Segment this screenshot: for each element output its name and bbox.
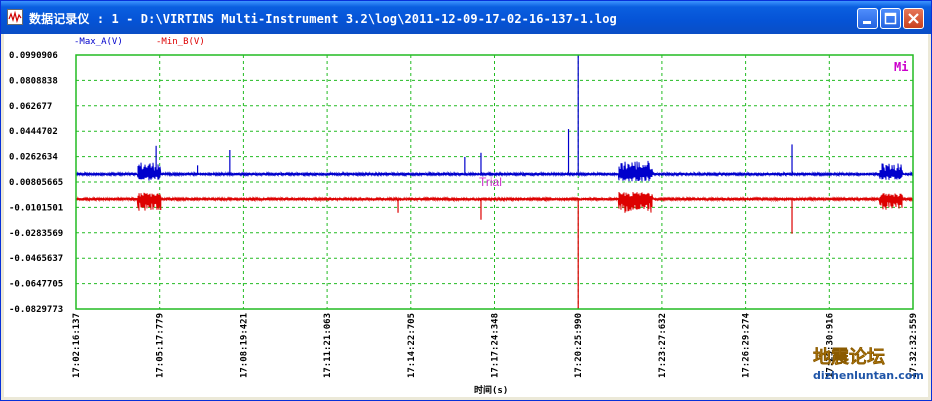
x-tick-label: 17:32:32:559 [909,313,919,378]
waveform-app-icon [7,9,23,25]
y-tick-label: -0.0829773 [9,305,63,315]
series-trace-a [75,160,914,182]
window-title: 数据记录仪 : 1 - D:\VIRTINS Multi-Instrument … [29,12,617,26]
y-tick-label: 0.062677 [9,102,52,112]
y-tick-label: 0.0262634 [9,153,58,163]
x-tick-label: 17:26:29:274 [742,312,752,378]
x-tick-label: 17:05:17:779 [156,313,166,378]
maximize-button[interactable] [880,8,901,29]
legend-series-b[interactable]: -Min_B(V) [156,37,205,47]
x-tick-label: 17:14:22:705 [407,313,417,378]
trial-badge: Trial [479,175,502,189]
x-tick-label: 17:11:21:063 [323,313,333,378]
watermark-url: dizhenluntan.com [813,369,924,382]
y-tick-label: 0.0444702 [9,127,58,137]
plot-frame [75,54,914,310]
y-tick-label: 0.0808838 [9,76,58,86]
series-traces [75,55,914,309]
y-tick-label: -0.0647705 [9,280,63,290]
close-icon [908,13,919,24]
minimize-button[interactable] [857,8,878,29]
y-tick-label: -0.0101501 [9,203,63,213]
x-tick-label: 17:17:24:348 [491,313,501,378]
y-tick-label: 0.00805665 [9,178,63,188]
legend-series-a[interactable]: -Max_A(V) [74,37,123,47]
x-tick-label: 17:08:19:421 [239,313,249,378]
y-tick-label: 0.0990906 [9,51,58,61]
series-trace-b [75,191,914,213]
title-bar[interactable]: 数据记录仪 : 1 - D:\VIRTINS Multi-Instrument … [1,1,931,34]
x-axis-label: 时间(s) [474,384,508,396]
maximize-icon [884,12,897,25]
x-tick-label: 17:02:16:137 [72,313,82,378]
mi-badge: Mi [894,60,908,74]
y-axis-ticks: 0.0990906 0.0808838 0.062677 0.0444702 0.026… [9,51,63,315]
chart-area [4,34,928,397]
x-axis-ticks: 17:02:16:137 17:05:17:779 17:08:19:421 17:1… [72,312,919,378]
y-tick-label: -0.0465637 [9,254,63,264]
close-button[interactable] [903,8,924,29]
x-tick-label: 17:20:25:990 [574,313,584,378]
minimize-icon [863,21,871,24]
x-tick-label: 17:23:27:632 [658,313,668,378]
x-tick-label: 17:29:30:916 [825,313,835,378]
watermark-logo: 地震论坛 [813,346,885,368]
y-tick-label: -0.0283569 [9,229,63,239]
